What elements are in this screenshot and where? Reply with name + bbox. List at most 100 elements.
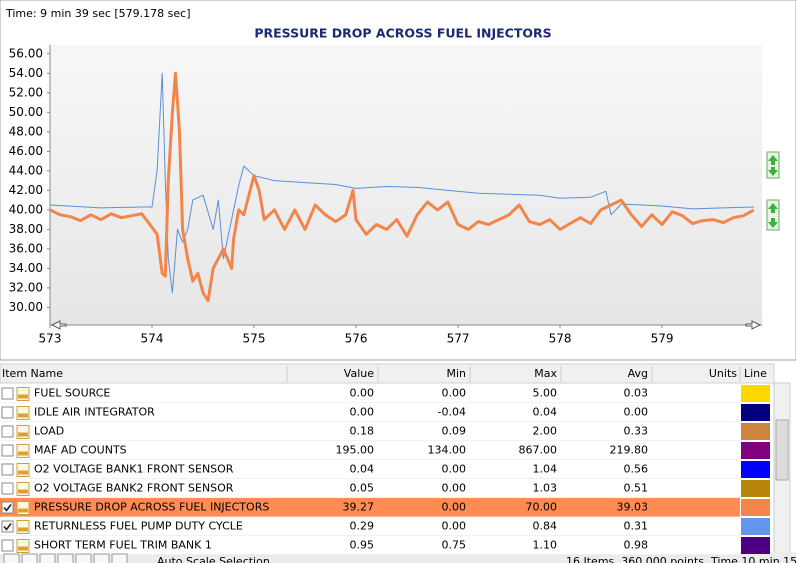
cell-min: 134.00 bbox=[428, 444, 467, 457]
y-tick-label: 38.00 bbox=[9, 222, 43, 236]
x-tick-label: 575 bbox=[243, 332, 266, 346]
cell-avg: 0.98 bbox=[624, 539, 649, 552]
cell-max: 0.04 bbox=[533, 406, 558, 419]
row-background bbox=[0, 422, 740, 441]
item-icon-band bbox=[18, 413, 28, 418]
column-header: Item Name bbox=[2, 367, 63, 380]
row-background bbox=[0, 384, 740, 403]
y-tick-label: 42.00 bbox=[9, 183, 43, 197]
y-tick-label: 50.00 bbox=[9, 105, 43, 119]
table-row[interactable]: RETURNLESS FUEL PUMP DUTY CYCLE 0.29 0.00 0… bbox=[0, 517, 770, 537]
row-background bbox=[0, 403, 740, 422]
table-row[interactable]: IDLE AIR INTEGRATOR 0.00 -0.04 0.04 0.00 bbox=[0, 403, 770, 423]
y-tick-label: 48.00 bbox=[9, 124, 43, 138]
item-icon-band bbox=[18, 508, 28, 513]
checkbox[interactable] bbox=[1, 463, 14, 476]
cell-max: 867.00 bbox=[519, 444, 558, 457]
cell-value: 0.18 bbox=[350, 425, 375, 438]
checkbox[interactable] bbox=[1, 444, 14, 457]
item-icon-band bbox=[18, 470, 28, 475]
table-row[interactable]: LOAD 0.18 0.09 2.00 0.33 bbox=[0, 422, 770, 442]
line-color bbox=[741, 518, 770, 535]
checkbox[interactable] bbox=[1, 501, 14, 514]
cell-value: 0.05 bbox=[350, 482, 375, 495]
cell-avg: 0.31 bbox=[624, 520, 649, 533]
zoom-buttons[interactable] bbox=[766, 151, 780, 231]
item-icon-band bbox=[18, 394, 28, 399]
column-header: Avg bbox=[628, 367, 648, 380]
row-background bbox=[0, 498, 740, 517]
item-icon bbox=[16, 501, 30, 515]
row-background bbox=[0, 460, 740, 479]
item-icon-band bbox=[18, 432, 28, 437]
table-header bbox=[0, 363, 775, 384]
checkbox[interactable] bbox=[1, 425, 14, 438]
item-icon-band bbox=[18, 527, 28, 532]
x-tick-label: 579 bbox=[651, 332, 674, 346]
checkbox[interactable] bbox=[1, 406, 14, 419]
item-name: LOAD bbox=[34, 425, 64, 438]
item-name: IDLE AIR INTEGRATOR bbox=[34, 406, 155, 419]
scroll-right-arrow[interactable] bbox=[745, 320, 762, 330]
toolbar-status: 16 Items, 360,000 points, Time 10 min 15… bbox=[566, 555, 796, 563]
y-tick-label: 30.00 bbox=[9, 300, 43, 314]
checkbox[interactable] bbox=[1, 520, 14, 533]
toolbar-button[interactable] bbox=[21, 553, 38, 563]
cell-max: 0.84 bbox=[533, 520, 558, 533]
y-tick-label: 32.00 bbox=[9, 280, 43, 294]
toolbar-button[interactable] bbox=[75, 553, 92, 563]
scroll-left-arrow[interactable] bbox=[50, 320, 67, 330]
x-tick-label: 576 bbox=[345, 332, 368, 346]
item-icon bbox=[16, 463, 30, 477]
cell-min: 0.75 bbox=[442, 539, 467, 552]
toolbar-button[interactable] bbox=[93, 553, 110, 563]
scrollbar-thumb[interactable] bbox=[775, 419, 789, 481]
chart-title: PRESSURE DROP ACROSS FUEL INJECTORS bbox=[254, 26, 551, 41]
cell-min: 0.00 bbox=[442, 482, 467, 495]
item-name: MAF AD COUNTS bbox=[34, 444, 127, 457]
y-tick-label: 36.00 bbox=[9, 241, 43, 255]
cell-min: 0.00 bbox=[442, 501, 467, 514]
cell-value: 0.29 bbox=[350, 520, 375, 533]
checkbox[interactable] bbox=[1, 539, 14, 552]
row-background bbox=[0, 441, 740, 460]
table-row[interactable]: SHORT TERM FUEL TRIM BANK 1 0.95 0.75 1.10 0… bbox=[0, 536, 770, 556]
series-line bbox=[49, 71, 755, 303]
line-color bbox=[741, 499, 770, 516]
x-tick-label: 577 bbox=[447, 332, 470, 346]
checkbox[interactable] bbox=[1, 482, 14, 495]
line-color bbox=[741, 404, 770, 421]
checkbox[interactable] bbox=[1, 387, 14, 400]
x-tick-label: 573 bbox=[39, 332, 62, 346]
y-tick-label: 40.00 bbox=[9, 202, 43, 216]
line-color bbox=[741, 461, 770, 478]
item-name: PRESSURE DROP ACROSS FUEL INJECTORS bbox=[34, 501, 269, 514]
cell-max: 1.04 bbox=[533, 463, 558, 476]
item-icon bbox=[16, 520, 30, 534]
line-color bbox=[741, 423, 770, 440]
cell-avg: 0.56 bbox=[624, 463, 649, 476]
x-tick-label: 574 bbox=[141, 332, 164, 346]
toolbar-button[interactable] bbox=[3, 553, 20, 563]
cell-avg: 0.00 bbox=[624, 406, 649, 419]
table-row[interactable]: FUEL SOURCE 0.00 0.00 5.00 0.03 bbox=[0, 384, 770, 404]
table-row[interactable]: O2 VOLTAGE BANK2 FRONT SENSOR 0.05 0.00 1.0… bbox=[0, 479, 770, 499]
column-header: Min bbox=[446, 367, 466, 380]
table-row[interactable]: PRESSURE DROP ACROSS FUEL INJECTORS 39.27… bbox=[0, 498, 770, 518]
cell-avg: 219.80 bbox=[610, 444, 649, 457]
item-name: O2 VOLTAGE BANK1 FRONT SENSOR bbox=[34, 463, 234, 476]
cell-min: 0.00 bbox=[442, 520, 467, 533]
toolbar-button[interactable] bbox=[39, 553, 56, 563]
toolbar-button[interactable] bbox=[57, 553, 74, 563]
cell-max: 1.10 bbox=[533, 539, 558, 552]
table-row[interactable]: MAF AD COUNTS 195.00 134.00 867.00 219.80 bbox=[0, 441, 770, 461]
cell-min: 0.00 bbox=[442, 463, 467, 476]
y-tick-label: 56.00 bbox=[9, 46, 43, 60]
y-tick-label: 44.00 bbox=[9, 163, 43, 177]
table-row[interactable]: O2 VOLTAGE BANK1 FRONT SENSOR 0.04 0.00 1.0… bbox=[0, 460, 770, 480]
toolbar-button[interactable] bbox=[111, 553, 128, 563]
cell-min: -0.04 bbox=[438, 406, 466, 419]
cell-avg: 39.03 bbox=[617, 501, 649, 514]
cell-max: 5.00 bbox=[533, 387, 558, 400]
